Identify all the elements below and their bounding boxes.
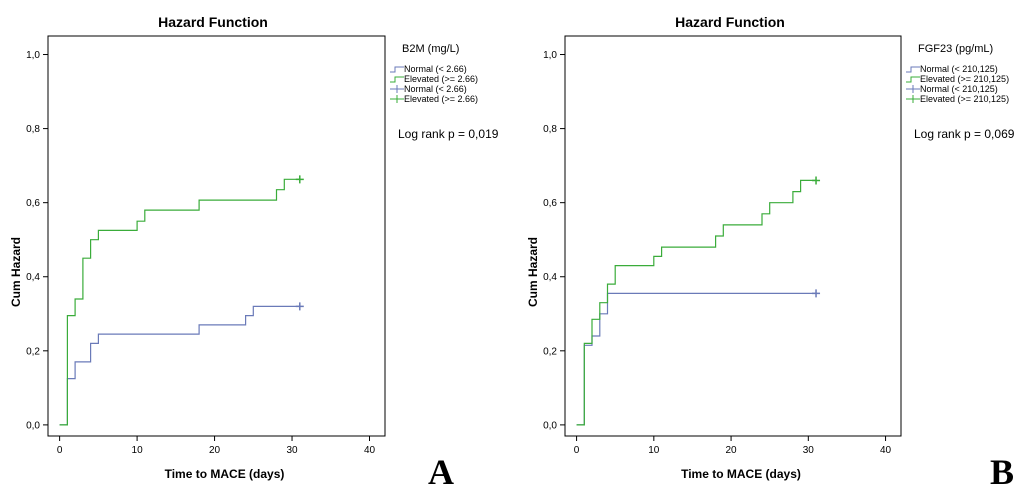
y-tick-label: 0,8 <box>26 124 40 135</box>
legend-step-line <box>906 76 920 83</box>
y-tick-label: 1,0 <box>26 50 40 61</box>
legend-line-swatch <box>390 66 404 73</box>
x-tick-label: 10 <box>648 445 660 456</box>
censor-mark <box>812 289 821 298</box>
y-tick-label: 0,8 <box>543 124 557 135</box>
y-tick-label: 0,6 <box>26 198 40 209</box>
y-axis-label: Cum Hazard <box>9 237 23 307</box>
legend-plus-line <box>906 85 920 93</box>
y-tick-label: 1,0 <box>543 50 557 61</box>
legend-entry: Elevated (>= 2.66) <box>404 94 478 104</box>
legend-line-swatch <box>390 76 404 83</box>
x-tick-label: 40 <box>880 445 892 456</box>
censor-mark <box>295 302 304 311</box>
legend-plus-line <box>390 85 404 93</box>
legend-plus-line <box>906 95 920 103</box>
y-tick-label: 0,2 <box>26 346 40 357</box>
legend-line-swatch <box>906 76 920 83</box>
legend-entry: Normal (< 2.66) <box>404 64 467 74</box>
legend-entry: Normal (< 210,125) <box>920 64 998 74</box>
y-tick-label: 0,4 <box>543 272 557 283</box>
x-tick-label: 40 <box>364 445 376 456</box>
legend-censor-swatch <box>906 85 920 93</box>
log-rank-annotation: Log rank p = 0,069 <box>914 127 1015 141</box>
censor-mark <box>295 175 304 184</box>
censor-mark <box>812 176 821 185</box>
chart-panel-b: Hazard Function 0 10 20 30 40 0,0 0,2 0,4 0,6 0,8 1… <box>526 14 1015 486</box>
panel-label: B <box>990 452 1014 486</box>
legend-entry: Elevated (>= 2.66) <box>404 74 478 84</box>
x-tick-label: 30 <box>803 445 815 456</box>
panel-label: A <box>428 452 454 486</box>
x-tick-label: 20 <box>726 445 738 456</box>
y-axis-label: Cum Hazard <box>526 237 540 307</box>
chart-title: Hazard Function <box>158 14 268 30</box>
series-line-normal <box>576 292 816 426</box>
legend-plus-line <box>390 95 404 103</box>
legend-censor-swatch <box>390 95 404 103</box>
plot-frame <box>47 35 386 437</box>
y-tick-label: 0,4 <box>26 272 40 283</box>
legend-censor-swatch <box>906 95 920 103</box>
series-line-normal <box>59 305 300 426</box>
x-tick-label: 10 <box>132 445 144 456</box>
legend-entry: Elevated (>= 210,125) <box>920 94 1009 104</box>
x-axis-label: Time to MACE (days) <box>165 467 285 481</box>
x-tick-label: 0 <box>57 445 63 456</box>
x-tick-label: 30 <box>286 445 298 456</box>
legend-step-line <box>906 66 920 73</box>
legend-line-swatch <box>906 66 920 73</box>
x-axis-label: Time to MACE (days) <box>681 467 801 481</box>
log-rank-annotation: Log rank p = 0,019 <box>398 127 499 141</box>
legend-censor-swatch <box>390 85 404 93</box>
y-tick-label: 0,6 <box>543 198 557 209</box>
legend-title: FGF23 (pg/mL) <box>918 43 993 55</box>
legend-entry: Elevated (>= 210,125) <box>920 74 1009 84</box>
x-tick-label: 0 <box>574 445 580 456</box>
chart-title: Hazard Function <box>675 14 785 30</box>
series-line-elevated <box>59 178 300 426</box>
plot-frame <box>564 35 902 437</box>
legend-step-line <box>390 66 404 73</box>
series-line-elevated <box>576 179 816 426</box>
chart-panel-a: Hazard Function 0 10 20 30 40 0,0 0,2 0,4 0,6 0,8 1… <box>9 14 499 486</box>
legend-entry: Normal (< 2.66) <box>404 84 467 94</box>
legend-title: B2M (mg/L) <box>402 43 459 55</box>
x-tick-label: 20 <box>209 445 221 456</box>
y-tick-label: 0,2 <box>543 346 557 357</box>
legend-entry: Normal (< 210,125) <box>920 84 998 94</box>
legend-step-line <box>390 76 404 83</box>
y-tick-label: 0,0 <box>26 420 40 431</box>
y-tick-label: 0,0 <box>543 420 557 431</box>
